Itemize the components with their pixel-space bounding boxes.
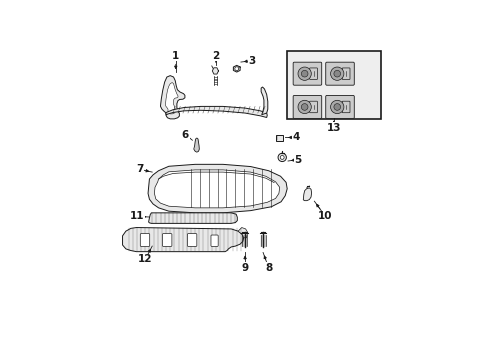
Text: 2: 2 [212,51,219,61]
FancyBboxPatch shape [342,68,349,80]
Polygon shape [160,76,184,119]
Polygon shape [212,68,218,74]
FancyBboxPatch shape [140,234,149,246]
Text: 3: 3 [248,56,255,66]
FancyBboxPatch shape [309,68,317,80]
Polygon shape [193,138,199,152]
FancyBboxPatch shape [293,95,321,118]
Polygon shape [154,170,279,208]
Polygon shape [233,66,240,72]
Polygon shape [303,188,311,201]
FancyBboxPatch shape [325,62,354,85]
FancyBboxPatch shape [187,234,197,246]
Circle shape [297,67,311,80]
Text: 6: 6 [182,130,189,140]
FancyBboxPatch shape [162,234,172,246]
Circle shape [278,153,286,162]
Text: 7: 7 [136,164,143,174]
Circle shape [234,67,238,71]
Text: 9: 9 [241,263,248,273]
Text: 5: 5 [293,155,301,165]
Circle shape [280,156,284,159]
Polygon shape [165,82,178,114]
Circle shape [333,104,340,110]
FancyBboxPatch shape [325,95,354,118]
Circle shape [333,70,340,77]
Text: 13: 13 [326,123,340,133]
FancyBboxPatch shape [293,62,321,85]
Circle shape [297,100,311,114]
FancyBboxPatch shape [342,101,349,113]
Text: 12: 12 [138,255,152,264]
Circle shape [330,67,343,80]
Polygon shape [165,107,267,117]
FancyBboxPatch shape [309,101,317,113]
FancyBboxPatch shape [210,235,218,246]
Text: 4: 4 [292,132,300,143]
Text: 10: 10 [318,211,332,221]
Circle shape [301,70,307,77]
Polygon shape [122,228,243,252]
Polygon shape [148,164,286,213]
Circle shape [330,100,343,114]
Circle shape [301,104,307,110]
Text: 1: 1 [172,51,179,61]
Text: 11: 11 [129,211,144,221]
Text: 8: 8 [264,263,272,273]
FancyBboxPatch shape [287,51,381,118]
Polygon shape [261,87,267,115]
Polygon shape [238,228,247,238]
Polygon shape [148,213,237,223]
FancyBboxPatch shape [275,135,283,141]
